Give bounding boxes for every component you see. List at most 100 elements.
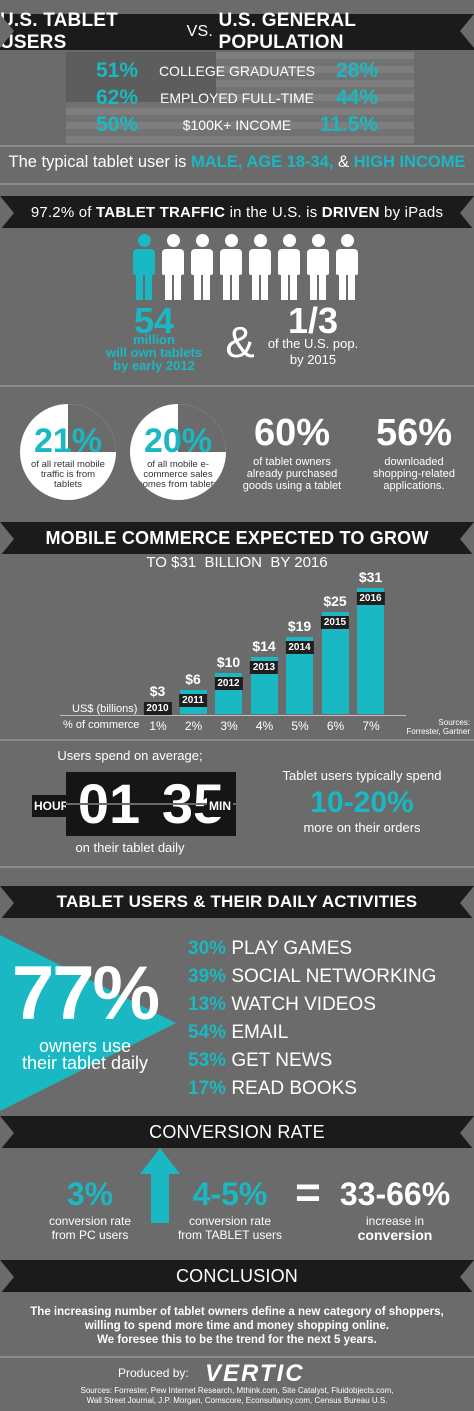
activities-banner: TABLET USERS & THEIR DAILY ACTIVITIES [0,886,474,920]
tablet-conv-value: 4-5% [192,1176,268,1212]
daily-line1: owners use [38,1036,132,1056]
person-head [225,234,238,247]
general-value: 11.5% [319,113,378,136]
person-icon [276,234,302,300]
person-body [133,249,155,275]
activity-item: 13% WATCH VIDEOS [188,994,376,1016]
chart-bar: 2013 [249,657,279,714]
ipad-post: by iPads [379,203,444,221]
circle-wedge [178,404,226,452]
stat-line: shopping-related [373,468,455,480]
person-icon [305,234,331,300]
person-body [336,249,358,275]
tablet-value: 62% [96,86,139,109]
daily-line2: their tablet daily [21,1053,149,1073]
activity-pct: 30% [188,938,227,959]
person-head [254,234,267,247]
pc-value: 3% [66,1176,114,1212]
hours-display: 01 [66,772,152,836]
owners-fraction: 1/3 [287,300,339,341]
percent-of-commerce-label: 7% [362,719,380,733]
commerce-banner: MOBILE COMMERCE EXPECTED TO GROW [0,522,474,556]
stat-value: 56% [375,412,453,454]
percent-of-commerce-label: 2% [184,719,203,733]
owners-number: 54 [133,300,175,341]
activity-item: 54% EMAIL [188,1022,288,1044]
owners-pop2: by 2015 [289,352,337,367]
person-icon [160,234,186,300]
conversion-banner: CONVERSION RATE [0,1116,474,1150]
bar-value-label: $14 [252,638,276,654]
owners-line1: million [133,332,175,347]
pc-line1: conversion rate [48,1214,132,1228]
person-legl [339,274,346,300]
flag-canton [66,52,216,102]
stat-line: of tablet owners [253,456,331,468]
equals-sign: = [295,1168,321,1217]
bar-value-label: $25 [323,593,347,609]
bar-year-label: 2016 [356,592,385,605]
stat-line: applications. [383,480,445,492]
chart-bar: 2015 [320,612,350,714]
ipad-mid: in the U.S. is [225,203,322,221]
person-legr [203,274,210,300]
bar-value-label: $31 [358,569,383,585]
ipad-banner: 97.2% of TABLET TRAFFIC in the U.S. is D… [0,196,474,230]
increase-line1: increase in [365,1214,425,1228]
comparison-row: 50% $100K+ INCOME 11.5% [0,112,474,138]
increase-line2: conversion [357,1227,433,1243]
title-left: U.S. TABLET USERS [0,10,118,53]
person-legl [281,274,288,300]
person-legr [290,274,297,300]
owners-pop1: of the U.S. pop. [267,336,359,351]
typical-user-line: The typical tablet user is MALE, AGE 18-… [0,153,474,172]
activity-label: WATCH VIDEOS [231,994,376,1015]
play-triangle-icon [0,935,176,1111]
comparison-row: 51% COLLEGE GRADUATES 28% [0,58,474,84]
person-icon [247,234,273,300]
typical-male: MALE, AGE 18-34, [191,153,334,171]
tablet-value: 51% [96,59,139,82]
person-body [191,249,213,275]
retail-traffic-circle: 21% of all retail mobile traffic is from… [20,404,116,500]
ecommerce-sales-circle: 20% of all mobile e-commerce sales comes… [130,404,226,500]
person-head [283,234,296,247]
comparison-label: EMPLOYED FULL-TIME [159,90,315,106]
owners-line2: will own tablets [105,345,203,360]
tablet-conv-line2: from TABLET users [177,1228,283,1242]
percent-of-commerce-label: 1% [149,719,167,733]
ipad-b1: TABLET TRAFFIC [96,203,226,221]
ipad-pre: 97.2% of [30,203,97,221]
divider [0,385,474,387]
bar-year-label: 2012 [214,677,243,690]
person-legl [165,274,172,300]
min-label: MIN [207,795,233,817]
person-icon [218,234,244,300]
bar-value-label: $10 [216,654,241,670]
person-head [341,234,354,247]
activity-pct: 13% [188,994,227,1015]
circle-wedge [68,404,116,452]
person-legl [310,274,317,300]
hour-label: HOUR [32,795,72,817]
person-body [307,249,329,275]
comparison-row: 62% EMPLOYED FULL-TIME 44% [0,85,474,111]
person-body [220,249,242,275]
minutes-display: 35 [150,772,236,836]
percent-of-commerce-label: 5% [291,719,309,733]
bar-year-label: 2011 [179,694,207,707]
conclusion-line: willing to spend more time and money sho… [84,1320,390,1332]
person-legl [136,274,143,300]
bar-year-label: 2010 [143,702,172,715]
time-lead: Users spend on average; [57,748,203,763]
bar-value-label: $19 [287,618,312,634]
tablet-conv-line1: conversion rate [188,1214,272,1228]
general-value: 44% [335,86,378,109]
divider [0,145,474,147]
comparison-label: $100K+ INCOME [182,117,292,133]
person-legr [319,274,326,300]
us-flag-background [66,52,414,144]
person-legl [252,274,259,300]
pc-line2: from PC users [51,1228,129,1242]
sources-line: Sources: Forrester, Pew Internet Researc… [80,1386,394,1395]
